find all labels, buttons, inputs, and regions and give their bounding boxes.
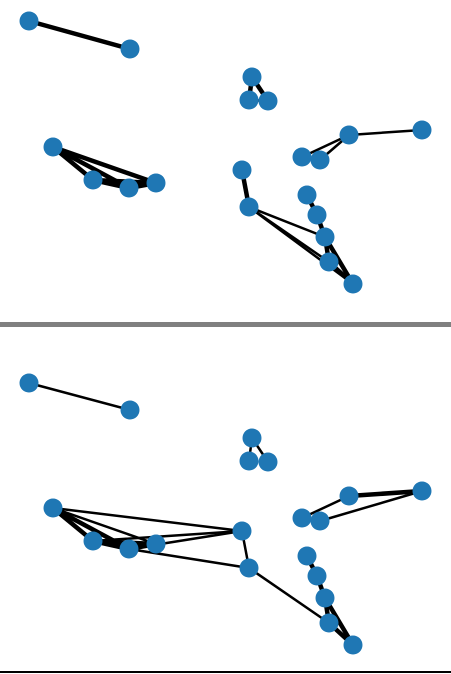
graph-node [232,160,252,180]
graph-node [339,486,359,506]
graph-node [412,481,432,501]
graph-node [319,613,339,633]
graph-node [297,546,317,566]
graph-node [19,373,39,393]
panel-separator [0,322,451,327]
graph-node [239,90,259,110]
graph-node [19,11,39,31]
graph-node [343,635,363,655]
graph-node [232,521,252,541]
graph-node [83,170,103,190]
graph-edge [27,381,132,412]
bottom-border [0,671,451,673]
graph-panel-top [19,11,432,294]
graph-edge [346,488,425,499]
graph-node [43,498,63,518]
graph-edge [247,566,331,625]
graph-node [315,227,335,247]
graph-node [310,511,330,531]
graph-node [43,137,63,157]
graph-edge [50,144,159,186]
graph-node [307,566,327,586]
graph-node [258,452,278,472]
graph-node [120,39,140,59]
graph-node [343,274,363,294]
graph-node [310,150,330,170]
graph-node [239,451,259,471]
graph-edge [247,205,355,286]
graph-node [307,205,327,225]
graph-node [119,178,139,198]
graph-edge [91,529,244,543]
graph-node [146,173,166,193]
graph-edge [347,128,424,137]
graph-node [292,508,312,528]
graph-edge [127,547,251,570]
graph-node [315,588,335,608]
graph-node [242,67,262,87]
graph-node [120,400,140,420]
graph-edge [247,205,327,239]
graph-node [119,539,139,559]
graph-edge [51,506,244,533]
graph-node [83,531,103,551]
graph-panel-bottom [19,373,432,655]
graph-edge [26,18,133,52]
graph-node [319,252,339,272]
graph-node [292,147,312,167]
graph-node [297,185,317,205]
graph-node [239,558,259,578]
graph-node [239,197,259,217]
graph-node [146,534,166,554]
graph-node [339,125,359,145]
graph-node [412,120,432,140]
graph-node [258,91,278,111]
graph-edge [318,489,424,523]
graph-node [242,428,262,448]
